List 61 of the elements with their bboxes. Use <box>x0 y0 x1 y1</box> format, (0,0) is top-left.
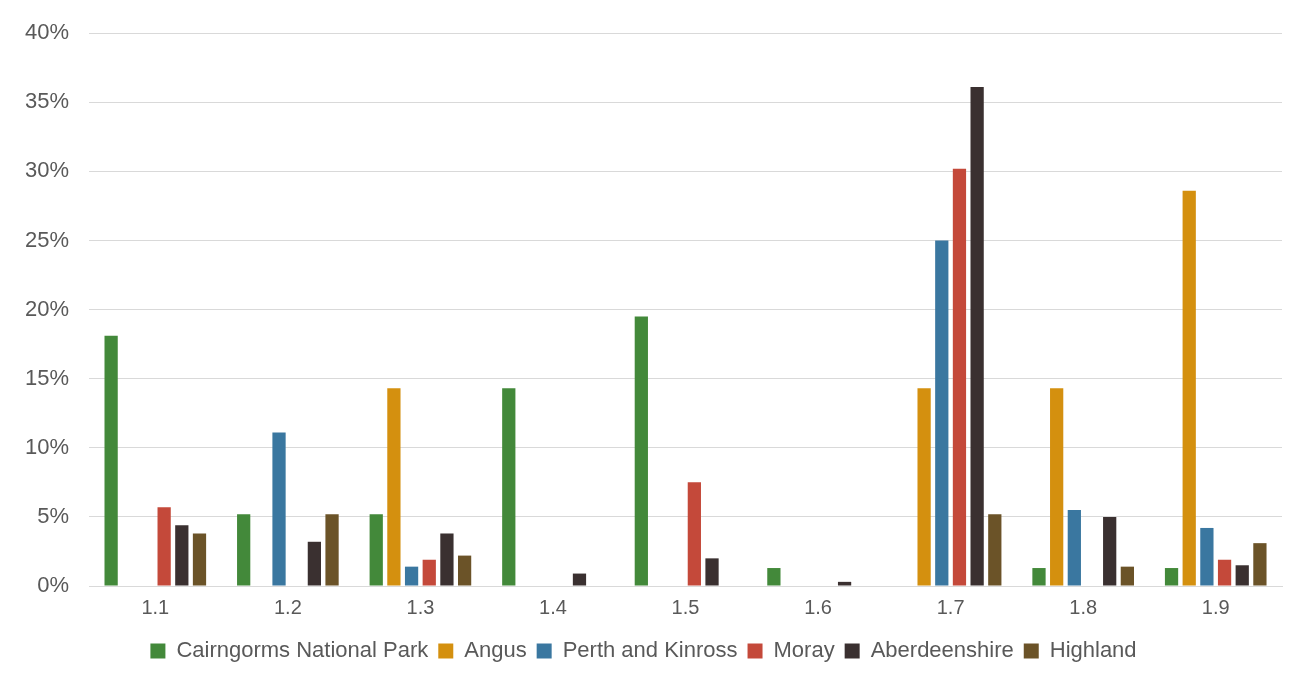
x-tick-label: 1.9 <box>1201 595 1230 618</box>
bar <box>387 388 401 586</box>
bar <box>952 168 967 586</box>
legend-label: Highland <box>1049 637 1137 663</box>
bar <box>457 555 472 586</box>
y-tick-label: 0% <box>37 572 70 598</box>
bar <box>935 240 949 586</box>
bar <box>1200 527 1214 586</box>
bar <box>1217 559 1232 586</box>
bar <box>1182 190 1196 586</box>
bar <box>175 525 189 586</box>
bar <box>104 335 118 586</box>
bar <box>988 514 1002 586</box>
bar <box>440 533 454 586</box>
bar <box>1235 565 1249 586</box>
y-tick-label: 15% <box>24 364 70 390</box>
legend-label: Moray <box>773 637 835 663</box>
bar <box>1164 568 1179 586</box>
bar <box>272 432 286 586</box>
bar <box>1120 566 1134 586</box>
bar <box>572 573 587 586</box>
y-tick-label: 5% <box>37 502 70 528</box>
bar <box>192 533 207 586</box>
legend-label: Perth and Kinross <box>562 637 738 663</box>
y-tick-label: 20% <box>24 295 70 321</box>
bar <box>1253 543 1267 586</box>
bar <box>422 559 436 586</box>
x-tick-label: 1.5 <box>671 595 700 618</box>
bar <box>325 514 339 586</box>
y-tick-label: 30% <box>24 157 70 183</box>
x-tick-label: 1.8 <box>1069 595 1098 618</box>
bar <box>1067 509 1081 586</box>
bar <box>1050 388 1064 586</box>
bar <box>970 87 984 586</box>
bar <box>634 316 648 586</box>
y-tick-label: 25% <box>24 226 70 252</box>
bar <box>404 566 419 586</box>
legend-label: Angus <box>464 637 527 663</box>
bar <box>1103 516 1117 586</box>
bar <box>837 581 852 586</box>
bar <box>307 541 321 586</box>
x-tick-label: 1.3 <box>406 595 435 618</box>
x-tick-label: 1.7 <box>936 595 965 618</box>
bar <box>502 388 516 586</box>
y-tick-label: 35% <box>24 88 70 114</box>
x-tick-label: 1.4 <box>539 595 567 618</box>
y-tick-label: 10% <box>24 433 70 459</box>
y-tick-label: 40% <box>24 19 70 45</box>
x-tick-label: 1.1 <box>141 595 170 618</box>
bar <box>237 514 251 586</box>
legend-label: Cairngorms National Park <box>176 637 430 663</box>
bar <box>157 507 171 586</box>
x-tick-label: 1.6 <box>804 595 832 618</box>
bar <box>705 558 719 586</box>
bar <box>369 514 383 586</box>
bar <box>917 388 931 586</box>
legend-label: Aberdeenshire <box>870 637 1014 663</box>
bar <box>767 568 781 586</box>
bar <box>1032 568 1046 586</box>
x-tick-label: 1.2 <box>273 595 302 618</box>
bar <box>687 482 701 586</box>
